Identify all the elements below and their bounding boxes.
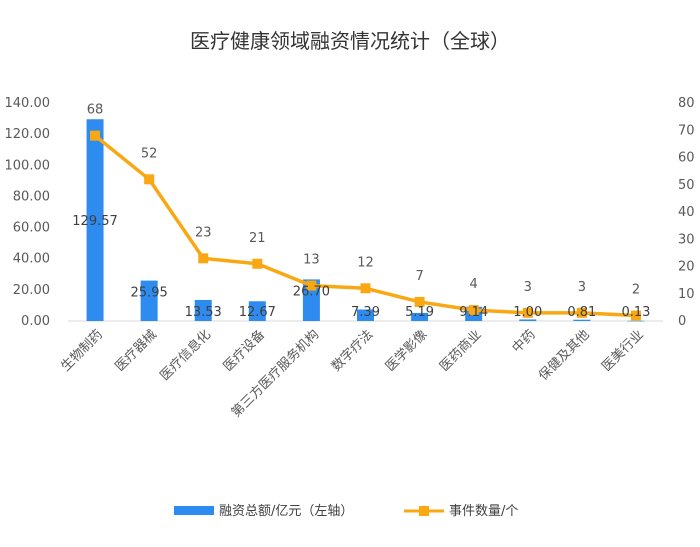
line-marker	[630, 310, 641, 321]
line-value-label: 3	[578, 280, 586, 295]
y-left-tick-label: 0.00	[21, 314, 50, 329]
line-marker	[414, 296, 425, 307]
bar	[248, 301, 266, 321]
y-left-tick-label: 140.00	[5, 96, 51, 111]
line-value-label: 13	[303, 253, 320, 268]
x-tick-label: 生物制药	[58, 327, 105, 374]
x-tick-label: 医疗器械	[113, 327, 160, 374]
y-right-tick-label: 10	[678, 287, 695, 302]
line-series	[90, 130, 641, 321]
x-tick-label: 医疗设备	[220, 327, 268, 375]
line-marker	[252, 258, 263, 269]
chart-title: 医疗健康领域融资情况统计（全球）	[190, 29, 510, 53]
bar-value-label: 5.19	[405, 305, 434, 320]
line-marker	[522, 307, 533, 318]
line-value-label: 21	[249, 231, 266, 246]
y-right-tick-label: 70	[678, 123, 695, 138]
x-tick-label: 医疗信息化	[157, 327, 214, 384]
y-left-tick-label: 100.00	[5, 158, 51, 173]
bar	[411, 312, 429, 321]
y-right-tick-label: 30	[678, 232, 695, 247]
bar-value-label: 7.39	[351, 305, 380, 320]
bar	[357, 309, 374, 321]
y-left-tick-label: 40.00	[13, 252, 50, 267]
line-value-label: 12	[357, 255, 374, 270]
y-left-tick-label: 80.00	[13, 189, 50, 204]
bar-value-label: 9.14	[459, 305, 488, 320]
bar-value-label: 0.13	[621, 305, 650, 320]
line-value-label: 3	[524, 280, 532, 295]
bar-value-label: 25.95	[131, 286, 168, 301]
x-tick-label: 医美行业	[599, 327, 646, 374]
bar	[519, 319, 537, 321]
legend-bar-swatch	[174, 506, 214, 515]
bar-value-label: 12.67	[239, 305, 276, 320]
legend-line-label: 事件数量/个	[449, 504, 518, 519]
data-labels: 129.57 25.95 13.53 12.67 26.70 7.39 5.19 9.14 1.…	[72, 103, 650, 320]
y-right-tick-label: 0	[678, 314, 686, 329]
bar	[573, 319, 591, 321]
bar	[140, 280, 158, 321]
line-marker	[468, 305, 479, 316]
y-right-tick-label: 50	[678, 178, 695, 193]
y-right-tick-label: 60	[678, 151, 695, 166]
bar-value-label: 13.53	[185, 305, 222, 320]
line-marker	[198, 253, 209, 264]
y-right-tick-label: 40	[678, 205, 695, 220]
line-value-label: 52	[141, 146, 158, 161]
line-value-label: 68	[87, 103, 104, 118]
y-left-tick-label: 20.00	[13, 283, 50, 298]
bar-value-label: 129.57	[72, 214, 118, 229]
bar	[194, 299, 212, 321]
line-marker	[90, 130, 101, 141]
bar	[86, 119, 104, 321]
legend: 融资总额/亿元（左轴） 事件数量/个	[174, 504, 518, 519]
bar	[627, 320, 645, 322]
y-right-tick-label: 80	[678, 96, 695, 111]
y-right-tick-label: 20	[678, 260, 695, 275]
bar-value-label: 0.81	[567, 305, 596, 320]
bar-value-label: 26.70	[293, 284, 330, 299]
x-tick-label: 医药商业	[437, 327, 484, 374]
x-tick-label: 医学影像	[382, 327, 430, 375]
line-marker	[360, 283, 371, 294]
line-value-label: 2	[632, 283, 640, 298]
x-tick-label: 中药	[510, 327, 539, 356]
line-marker	[576, 307, 587, 318]
y-left-tick-label: 60.00	[13, 221, 50, 236]
x-tick-label: 数字疗法	[329, 327, 376, 374]
line-marker	[306, 280, 317, 291]
x-tick-label: 保健及其他	[536, 327, 593, 384]
line-value-label: 7	[415, 269, 423, 284]
x-tick-label: 第三方医疗服务机构	[228, 327, 322, 421]
legend-line-marker	[419, 506, 429, 516]
line-value-label: 4	[470, 277, 478, 292]
bar-value-label: 1.00	[513, 305, 542, 320]
line-value-label: 23	[195, 225, 212, 240]
legend-bar-label: 融资总额/亿元（左轴）	[219, 504, 353, 519]
line-marker	[144, 174, 155, 185]
y-left-tick-label: 120.00	[5, 127, 51, 142]
